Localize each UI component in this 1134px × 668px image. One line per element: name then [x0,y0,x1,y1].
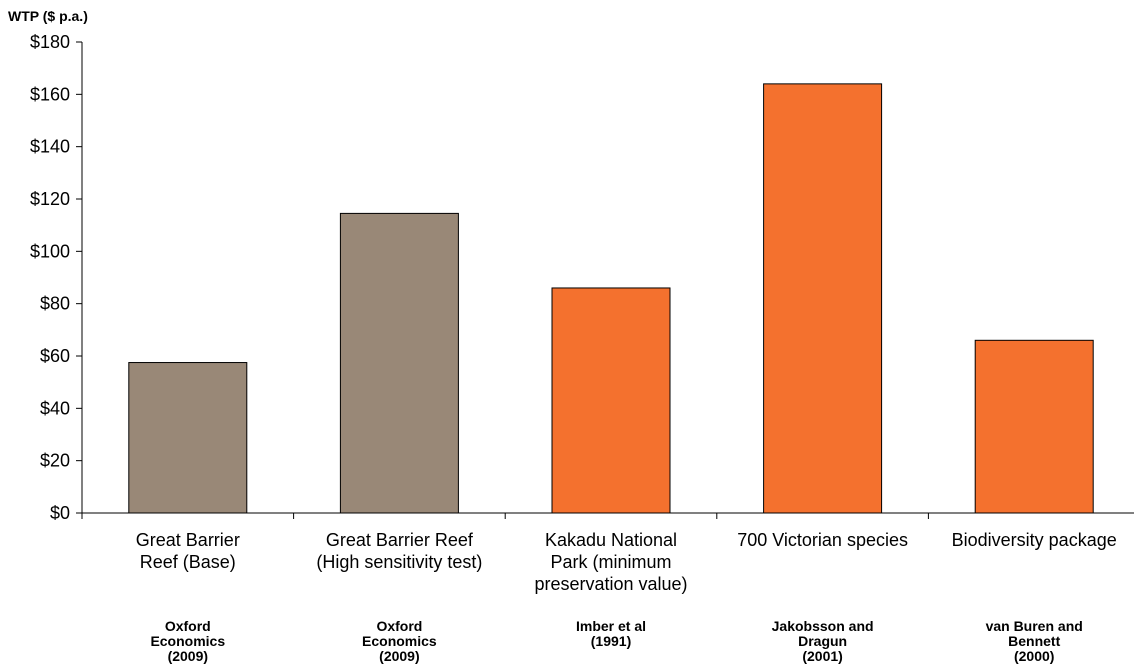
source-label: Oxford Economics (2009) [362,618,437,664]
bar [551,287,671,514]
source-label: Oxford Economics (2009) [150,618,226,664]
x-tick-label: Great Barrier Reef (High sensitivity tes… [316,530,483,572]
source-label: Jakobsson and Dragun (2001) [771,618,874,664]
y-tick-label: $40 [40,398,70,418]
x-tick-label: 700 Victorian species [737,530,908,550]
y-tick-label: $80 [40,294,70,314]
bar [763,83,883,514]
x-tick-label: Kakadu National Park (minimum preservati… [534,530,688,594]
x-tick-label: Great Barrier Reef (Base) [135,530,240,572]
x-tick-label: Biodiversity package [951,530,1117,550]
y-tick-label: $180 [30,32,70,52]
y-tick-label: $160 [30,84,70,104]
y-tick-label: $0 [50,503,70,523]
source-label: van Buren and Bennett (2000) [985,618,1083,664]
y-tick-label: $60 [40,346,70,366]
y-tick-label: $120 [30,189,70,209]
y-tick-label: $100 [30,241,70,261]
y-tick-label: $20 [40,451,70,471]
bar [974,339,1094,514]
y-tick-label: $140 [30,137,70,157]
y-axis-title: WTP ($ p.a.) [8,8,88,24]
bar [339,212,459,514]
source-label: Imber et al (1991) [575,618,647,649]
bar [128,362,248,514]
